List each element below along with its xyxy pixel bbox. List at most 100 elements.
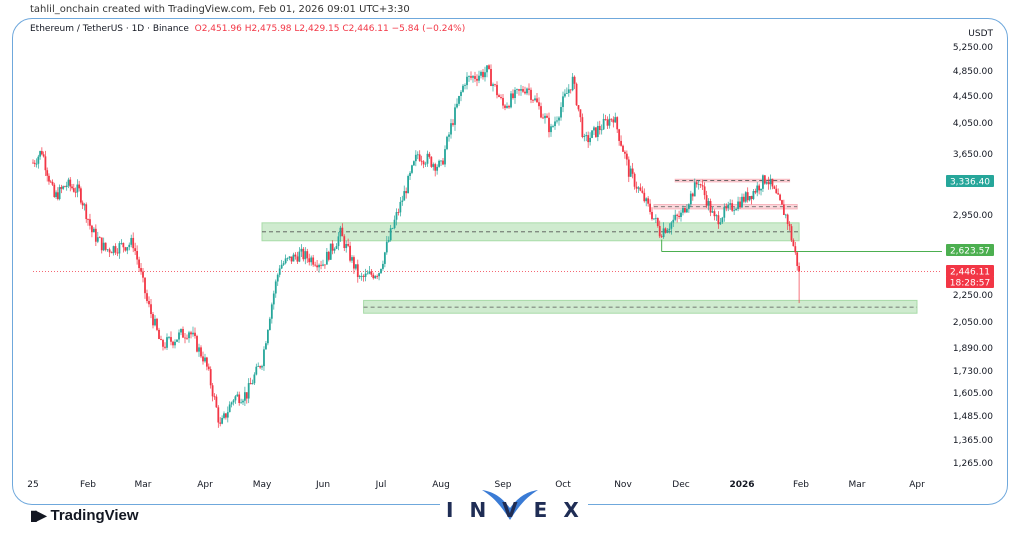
candle-body xyxy=(104,242,107,250)
candle-body xyxy=(446,136,448,150)
candle-body xyxy=(782,204,785,215)
candle-body xyxy=(432,164,435,167)
candle-body xyxy=(247,383,250,399)
candle-body xyxy=(616,117,619,130)
candle-body xyxy=(172,341,174,346)
candle-body xyxy=(310,257,313,263)
candle-body xyxy=(186,337,188,339)
y-tick-label: 2,950.00 xyxy=(953,211,993,221)
candle-body xyxy=(339,227,342,237)
candle-body xyxy=(629,168,632,177)
x-tick-label: 2026 xyxy=(729,480,754,490)
candle-body xyxy=(178,332,180,340)
candle-body xyxy=(160,339,162,340)
candle-body xyxy=(476,78,478,81)
candle-body xyxy=(240,402,242,404)
candle-body xyxy=(96,237,99,242)
candle-body xyxy=(474,76,476,79)
candle-body xyxy=(148,301,150,305)
candle-body xyxy=(436,166,439,171)
candle-body xyxy=(154,318,156,326)
candle-body xyxy=(522,89,524,92)
price-tag-label: 2,446.11 xyxy=(950,268,990,278)
candle-body xyxy=(349,245,351,261)
x-tick-label: Oct xyxy=(555,480,571,490)
candle-body xyxy=(426,153,429,164)
symbol-name[interactable]: Ethereum / TetherUS · 1D · Binance xyxy=(30,24,189,34)
candle-body xyxy=(573,76,576,84)
candle-body xyxy=(680,212,682,217)
candle-body xyxy=(81,202,84,206)
candle-body xyxy=(695,182,698,185)
candle-body xyxy=(249,383,252,385)
ohlc-open: O2,451.96 xyxy=(194,24,242,34)
y-tick-label: 1,730.00 xyxy=(953,367,993,377)
candle-body xyxy=(162,339,164,347)
candle-body xyxy=(366,273,369,275)
candle-body xyxy=(78,184,81,189)
candle-body xyxy=(94,228,97,242)
candle-body xyxy=(450,123,452,135)
candle-body xyxy=(524,91,526,94)
candle-body xyxy=(556,120,558,122)
candle-body xyxy=(87,219,89,220)
candle-body xyxy=(380,268,382,274)
candle-body xyxy=(225,413,227,418)
candle-body xyxy=(378,273,380,277)
candle-body xyxy=(602,118,605,130)
candle-body xyxy=(196,336,198,352)
candle-body xyxy=(651,211,653,220)
candle-body xyxy=(300,248,303,252)
candle-body xyxy=(60,187,63,189)
x-tick-label: Apr xyxy=(909,480,925,490)
tradingview-logo[interactable]: ▮▶ TradingView xyxy=(30,507,139,524)
candle-body xyxy=(550,126,552,133)
price-tag-label: 3,336.40 xyxy=(950,178,990,188)
candle-body xyxy=(362,275,365,277)
ohlc-low: L2,429.15 xyxy=(294,24,340,34)
candle-body xyxy=(796,252,799,266)
candle-body xyxy=(424,163,427,165)
candle-body xyxy=(341,227,344,237)
candle-body xyxy=(506,105,508,108)
ohlc-high: H2,475.98 xyxy=(244,24,292,34)
candle-body xyxy=(562,96,564,108)
candle-body xyxy=(337,236,340,247)
candle-body xyxy=(610,118,613,120)
candle-body xyxy=(709,201,712,213)
candle-body xyxy=(290,256,293,262)
candle-body xyxy=(798,265,800,272)
candle-body xyxy=(781,200,783,205)
candle-body xyxy=(754,191,757,193)
candle-body xyxy=(374,276,377,279)
y-tick-label: 1,485.00 xyxy=(953,412,993,422)
candle-body xyxy=(140,268,142,272)
candle-body xyxy=(286,258,289,259)
candle-body xyxy=(92,228,95,233)
candle-body xyxy=(542,117,544,119)
candle-body xyxy=(53,184,56,197)
candle-body xyxy=(314,264,317,266)
candle-body xyxy=(325,251,328,265)
candle-body xyxy=(345,244,348,249)
candle-body xyxy=(468,76,470,77)
candle-body xyxy=(733,210,736,212)
candle-body xyxy=(150,304,152,315)
candle-body xyxy=(168,337,170,338)
y-tick-label: 1,890.00 xyxy=(953,344,993,354)
candle-body xyxy=(306,251,309,259)
price-tag-bg xyxy=(946,244,994,256)
candle-body xyxy=(261,366,263,368)
candle-body xyxy=(228,404,231,413)
x-tick-label: Feb xyxy=(80,480,96,490)
candle-body xyxy=(649,203,651,212)
candle-body xyxy=(639,187,642,191)
candle-body xyxy=(370,271,373,275)
candle-body xyxy=(786,214,789,224)
x-tick-label: Mar xyxy=(135,480,152,490)
candle-body xyxy=(156,318,158,330)
candle-body xyxy=(758,185,761,191)
ohlc-close: C2,446.11 xyxy=(342,24,389,34)
candle-body xyxy=(263,349,265,367)
